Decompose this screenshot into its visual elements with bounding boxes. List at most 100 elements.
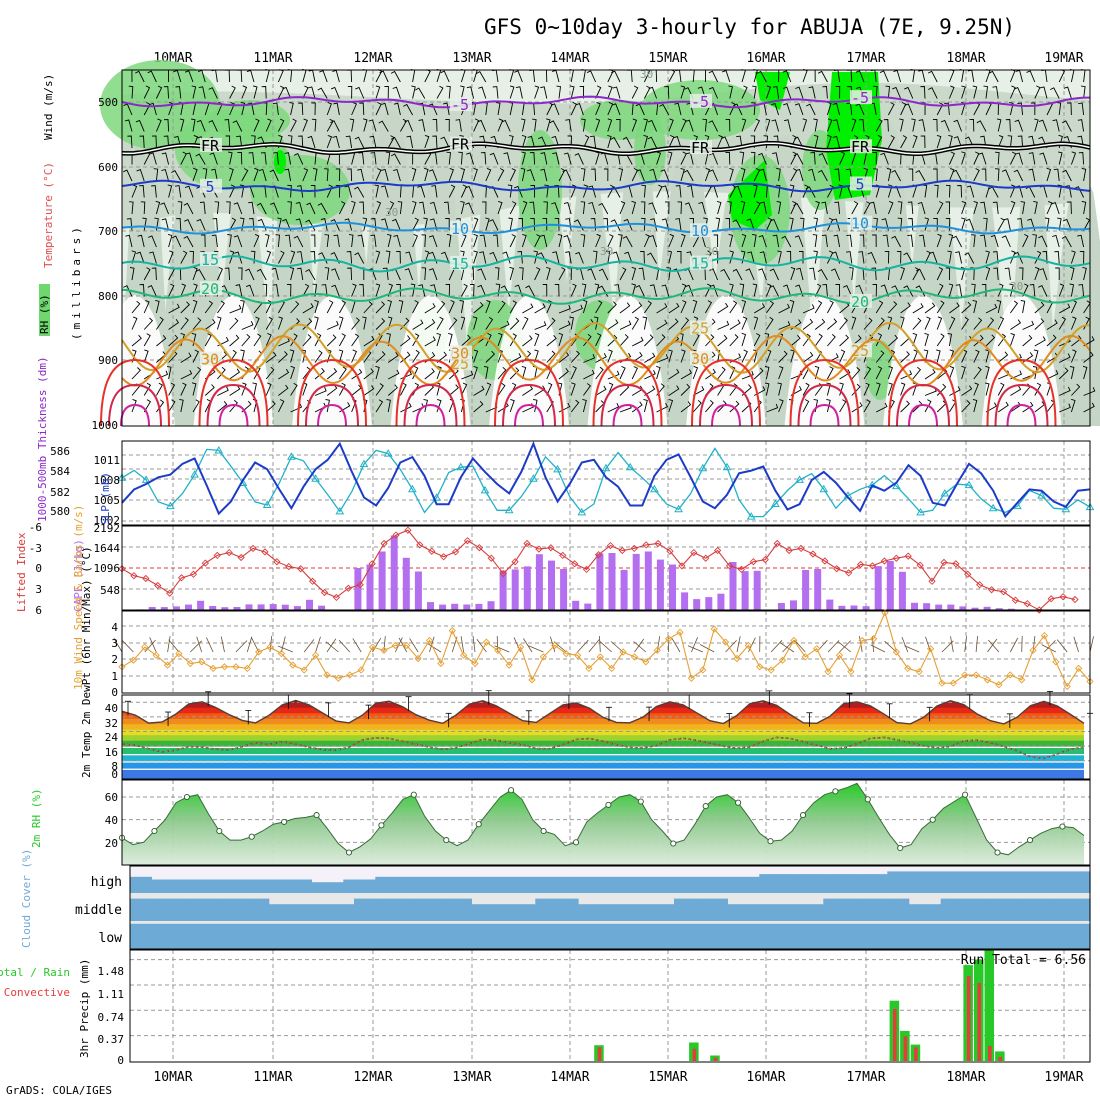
wind-barb — [983, 85, 989, 99]
wind-barb — [509, 234, 517, 248]
wind-speed-point — [460, 651, 468, 659]
cape-bar — [681, 592, 689, 610]
wind-barb — [333, 102, 340, 116]
wind-barb — [1078, 284, 1085, 297]
wind-barb — [400, 382, 407, 396]
cloud-cell — [492, 904, 504, 921]
wind-barb — [515, 86, 523, 99]
wind-barb — [753, 184, 758, 198]
wind-barb — [278, 384, 289, 396]
surface-wind-barb — [610, 641, 624, 653]
lifted-index-point — [463, 537, 472, 545]
wind-barb — [668, 349, 673, 363]
cloud-cell — [642, 923, 654, 949]
wind-barb — [534, 332, 540, 347]
wind-barb — [729, 365, 736, 380]
wind-barb — [387, 369, 400, 380]
cape-bar — [971, 607, 979, 610]
wind-barb — [680, 167, 685, 182]
wind-barb — [580, 201, 586, 215]
cloud-cell — [183, 879, 195, 893]
wind-barb — [988, 70, 999, 83]
wind-barb — [863, 399, 871, 413]
lifted-index-point — [892, 554, 900, 562]
wind-speed-point — [334, 674, 343, 682]
isotherm-label: 5 — [855, 175, 864, 193]
wind-barb — [888, 135, 895, 149]
wind-barb — [611, 70, 621, 83]
wind-barb — [532, 118, 537, 132]
wind-barb — [944, 102, 950, 116]
wind-barb — [229, 334, 240, 347]
thickness-point — [964, 480, 974, 489]
surface-wind-barb — [699, 644, 715, 653]
wind-barb — [871, 267, 877, 281]
surface-wind-barb — [599, 641, 612, 653]
cloud-cell — [919, 871, 931, 893]
wind-barb — [448, 317, 458, 330]
isotherm-line — [121, 221, 1091, 235]
precip-panel: 0 0.37 0.74 1.11 1.48 Run Total = 6.56 3… — [0, 949, 1091, 1067]
wind-barb — [412, 333, 420, 347]
wind-speed-point — [163, 661, 172, 669]
wind-barb — [846, 251, 853, 264]
wind-barb — [326, 334, 337, 347]
cape-bar — [947, 604, 955, 610]
wind-barb — [446, 151, 451, 165]
wind-barb — [677, 201, 682, 215]
wind-barb — [229, 184, 236, 198]
isotherm-line — [121, 254, 1091, 273]
wind-barb — [363, 335, 375, 347]
isotherm-label: 15 — [691, 255, 709, 273]
wind-barb — [391, 218, 401, 231]
surface-wind-barb — [372, 637, 382, 653]
wind-barb — [948, 365, 955, 380]
wind-speed-point — [778, 656, 787, 664]
wind-barb — [485, 350, 496, 363]
wind-barb — [455, 119, 462, 132]
wind-barb — [827, 300, 834, 314]
wind-barb — [330, 218, 340, 231]
wind-barb — [264, 233, 270, 248]
isotherm-label: -5 — [691, 93, 709, 111]
cape-bar — [717, 593, 725, 610]
wind-barb — [492, 86, 499, 99]
wind-barb — [725, 218, 731, 231]
precip-convective-bar — [597, 1047, 602, 1061]
wind-barb — [885, 85, 890, 99]
wind-barb — [139, 135, 145, 149]
thickness-axis-label: 1000-500mb Thickness (dm) — [36, 356, 49, 522]
wind-barb — [410, 283, 416, 297]
wind-barb — [799, 217, 805, 231]
wind-barb — [424, 319, 436, 330]
cape-bar — [366, 564, 374, 610]
wind-barb — [777, 250, 782, 264]
wind-barb — [558, 351, 570, 363]
y-tick-label: 8 — [111, 760, 118, 773]
lifted-index-point — [428, 547, 436, 555]
wind-barb — [445, 218, 450, 231]
wind-barb — [196, 218, 206, 231]
wind-barb — [396, 284, 401, 297]
wind-barb — [168, 303, 180, 314]
thickness-point — [553, 464, 562, 473]
precip-grid — [130, 950, 1090, 1061]
cloud-layer-labels: high middle low — [75, 875, 122, 946]
wind-barb — [381, 168, 389, 182]
wind-barb — [503, 152, 511, 165]
wind-barb — [1070, 349, 1077, 363]
wind-barb — [375, 85, 381, 99]
wind-barb — [923, 349, 929, 363]
wind-legend-label: Wind (m/s) — [42, 74, 55, 140]
cloud-cell — [908, 904, 920, 921]
wind-barb — [432, 135, 438, 149]
wind-barb — [240, 349, 245, 363]
wind-barb — [387, 352, 399, 363]
wind-barb — [997, 134, 1004, 149]
wind-barb — [265, 250, 272, 264]
wind-barb — [387, 384, 398, 396]
wind-barb — [332, 135, 340, 149]
surface-rh-point — [962, 791, 969, 798]
wind-barb — [709, 152, 719, 165]
wind-speed-point — [437, 659, 445, 668]
